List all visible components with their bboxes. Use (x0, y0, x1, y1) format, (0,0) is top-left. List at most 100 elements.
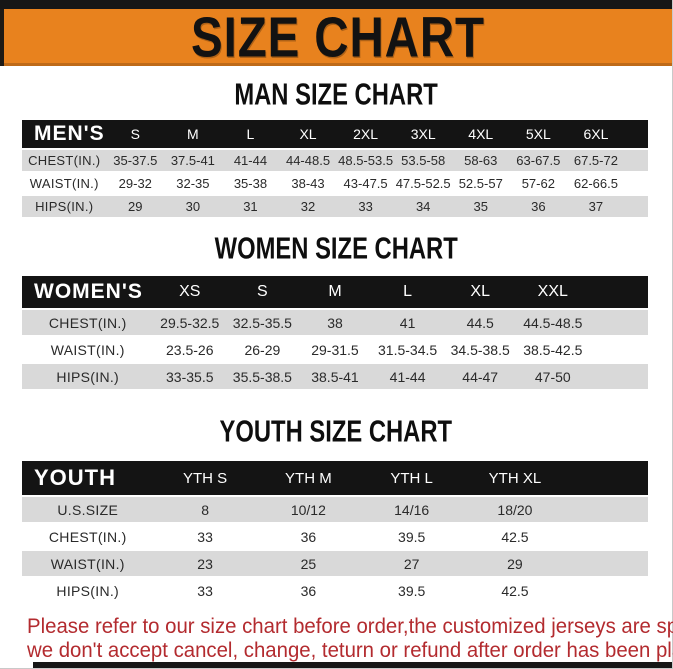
cell-filler (566, 550, 648, 578)
row-label: CHEST(IN.) (22, 309, 154, 337)
measurement-cell: 32-35 (164, 172, 222, 196)
measurement-cell: 29.5-32.5 (153, 309, 227, 337)
row-label: HIPS(IN.) (22, 363, 154, 391)
measurement-cell: 36 (256, 523, 361, 551)
measurement-cell: 39.5 (360, 577, 464, 605)
row-label: WAIST(IN.) (22, 336, 154, 364)
measurement-cell: 57-62 (509, 172, 568, 196)
measurement-cell: 37 (567, 195, 625, 219)
size-column-header: YTH S (153, 461, 257, 497)
row-label: HIPS(IN.) (22, 195, 107, 219)
measurement-cell: 38 (298, 309, 372, 337)
cell-filler (589, 336, 648, 364)
measurement-cell: 42.5 (463, 523, 567, 551)
size-column-header: M (298, 276, 372, 310)
measurement-cell: 31 (221, 195, 280, 219)
measurement-cell: 67.5-72 (567, 149, 625, 173)
men-size-table: MEN'S S M L XL 2XL 3XL 4XL 5XL 6XL CHEST(IN.) 35-37… (22, 120, 648, 219)
size-column-header: YTH XL (463, 461, 567, 497)
measurement-cell: 29 (106, 195, 165, 219)
table-corner-label: MEN'S (22, 120, 107, 150)
youth-size-table: YOUTH YTH S YTH M YTH L YTH XL U.S.SIZE 8 10/12… (22, 461, 648, 605)
size-column-header: XS (153, 276, 227, 310)
order-notice-line-1: Please refer to our size chart before or… (27, 615, 673, 638)
page-title: SIZE CHART (191, 6, 485, 69)
measurement-cell: 48.5-53.5 (336, 149, 395, 173)
measurement-cell: 31.5-34.5 (371, 336, 444, 364)
measurement-cell: 41-44 (221, 149, 280, 173)
size-column-header: S (106, 120, 165, 150)
measurement-cell: 35.5-38.5 (226, 363, 299, 391)
size-column-header: M (164, 120, 222, 150)
youth-section-heading: YOUTH SIZE CHART (0, 415, 672, 449)
measurement-cell: 44.5-48.5 (516, 309, 590, 337)
measurement-cell: 34 (394, 195, 452, 219)
measurement-cell: 63-67.5 (509, 149, 568, 173)
measurement-cell: 38.5-42.5 (516, 336, 590, 364)
measurement-cell: 52.5-57 (451, 172, 510, 196)
measurement-cell: 14/16 (360, 496, 464, 524)
size-column-header: XXL (516, 276, 590, 310)
table-row: WAIST(IN.) 29-32 32-35 35-38 38-43 43-47.5 47.… (22, 172, 648, 196)
measurement-cell: 35 (451, 195, 510, 219)
cell-filler (589, 363, 648, 391)
header-filler (624, 120, 648, 150)
women-size-table: WOMEN'S XS S M L XL XXL CHEST(IN.) 29.5-32.5 32.5… (22, 276, 648, 391)
size-column-header: L (371, 276, 444, 310)
measurement-cell: 8 (153, 496, 257, 524)
measurement-cell: 47.5-52.5 (394, 172, 452, 196)
size-column-header: 3XL (394, 120, 452, 150)
size-column-header: L (221, 120, 280, 150)
size-column-header: YTH L (360, 461, 464, 497)
measurement-cell: 34.5-38.5 (443, 336, 517, 364)
measurement-cell: 44-47 (443, 363, 517, 391)
measurement-cell: 18/20 (463, 496, 567, 524)
measurement-cell: 35-38 (221, 172, 280, 196)
measurement-cell: 29-32 (106, 172, 165, 196)
measurement-cell: 29-31.5 (298, 336, 372, 364)
row-label: WAIST(IN.) (22, 172, 107, 196)
measurement-cell: 44-48.5 (279, 149, 337, 173)
measurement-cell: 37.5-41 (164, 149, 222, 173)
table-header-row: WOMEN'S XS S M L XL XXL (22, 276, 648, 310)
table-row: CHEST(IN.) 29.5-32.5 32.5-35.5 38 41 44.5 44.5… (22, 309, 648, 337)
measurement-cell: 23.5-26 (153, 336, 227, 364)
bottom-border-bar (33, 662, 672, 668)
order-notice: Please refer to our size chart before or… (27, 615, 673, 663)
size-column-header: XL (279, 120, 337, 150)
youth-section-heading-text: YOUTH SIZE CHART (219, 415, 453, 449)
measurement-cell: 32.5-35.5 (226, 309, 299, 337)
measurement-cell: 27 (360, 550, 464, 578)
cell-filler (624, 195, 648, 219)
measurement-cell: 33-35.5 (153, 363, 227, 391)
size-column-header: 2XL (336, 120, 395, 150)
women-section-heading-text: WOMEN SIZE CHART (214, 232, 458, 266)
cell-filler (624, 149, 648, 173)
table-row: WAIST(IN.) 23 25 27 29 (22, 550, 648, 578)
measurement-cell: 23 (153, 550, 257, 578)
table-row: CHEST(IN.) 33 36 39.5 42.5 (22, 523, 648, 551)
measurement-cell: 38-43 (279, 172, 337, 196)
measurement-cell: 53.5-58 (394, 149, 452, 173)
size-column-header: YTH M (256, 461, 361, 497)
measurement-cell: 29 (463, 550, 567, 578)
cell-filler (566, 523, 648, 551)
table-header-row: MEN'S S M L XL 2XL 3XL 4XL 5XL 6XL (22, 120, 648, 150)
size-column-header: 6XL (567, 120, 625, 150)
cell-filler (566, 577, 648, 605)
measurement-cell: 41 (371, 309, 444, 337)
measurement-cell: 26-29 (226, 336, 299, 364)
size-chart-banner: SIZE CHART (0, 9, 672, 66)
man-section-heading: MAN SIZE CHART (0, 78, 672, 112)
man-section-heading-text: MAN SIZE CHART (234, 78, 438, 112)
table-corner-label: YOUTH (22, 461, 154, 497)
table-row: CHEST(IN.) 35-37.5 37.5-41 41-44 44-48.5 48.5… (22, 149, 648, 173)
measurement-cell: 33 (153, 577, 257, 605)
size-column-header: S (226, 276, 299, 310)
measurement-cell: 47-50 (516, 363, 590, 391)
measurement-cell: 62-66.5 (567, 172, 625, 196)
measurement-cell: 36 (509, 195, 568, 219)
measurement-cell: 41-44 (371, 363, 444, 391)
measurement-cell: 30 (164, 195, 222, 219)
table-row: U.S.SIZE 8 10/12 14/16 18/20 (22, 496, 648, 524)
